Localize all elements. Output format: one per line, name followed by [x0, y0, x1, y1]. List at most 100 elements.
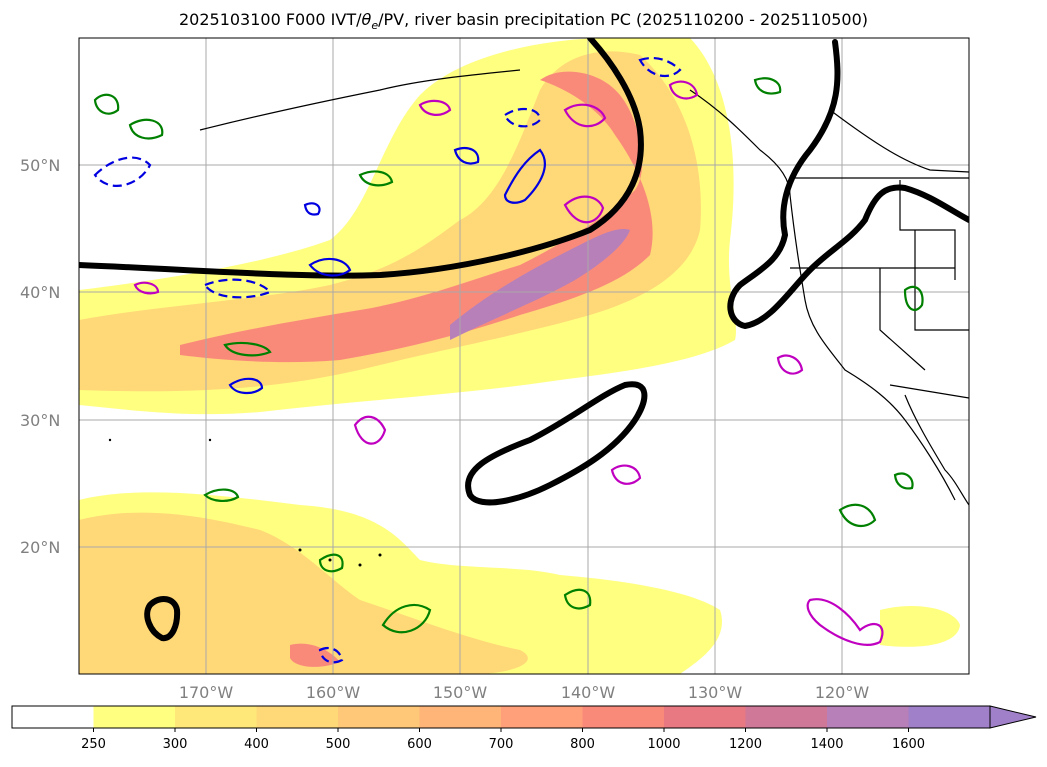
colorbar-level-label: 250	[81, 737, 106, 752]
theta-e-cluster-4	[308, 257, 352, 277]
precip-magenta-7	[806, 598, 884, 646]
title-suffix: /PV, river basin precipitation PC (20251…	[378, 10, 869, 29]
islands	[108, 438, 382, 567]
title-theta-sub: e	[371, 19, 379, 33]
colorbar-segment	[175, 706, 257, 728]
precip-green-10	[753, 77, 782, 95]
ivt-band-mid-lower	[79, 512, 528, 674]
colorbar-segment	[12, 706, 94, 728]
ivt-band-lower-east	[880, 605, 960, 647]
lon-label-170w: 170°W	[179, 683, 234, 702]
colorbar-segment	[419, 706, 502, 728]
colorbar-segment	[582, 706, 665, 728]
colorbar-segment	[338, 706, 420, 728]
precip-magenta-8	[776, 354, 804, 375]
idaho-border	[914, 230, 969, 331]
ca-nv-border	[879, 268, 926, 371]
theta-e-cluster-10	[303, 202, 321, 216]
theta-e-cluster-6	[228, 377, 264, 395]
precip-magenta-6	[668, 80, 699, 100]
theta-e-cluster-2	[503, 148, 546, 204]
precip-green-contours	[93, 77, 924, 634]
theta-e-cluster-1	[93, 156, 152, 187]
precip-green-11	[318, 553, 344, 573]
alaska-panhandle-coast	[689, 89, 791, 196]
colorbar-level-label: 600	[407, 737, 432, 752]
precip-magenta-1	[418, 99, 452, 116]
colorbar-level-label: 300	[163, 737, 188, 752]
precip-green-5	[203, 488, 240, 502]
colorbar-segment	[664, 706, 746, 728]
colorbar-level-label: 1200	[729, 737, 762, 752]
theta-e-cluster-3	[503, 107, 542, 128]
baja-coast	[904, 394, 969, 506]
pv-coastal-trough	[727, 39, 969, 330]
title-prefix: 2025103100 F000 IVT/	[178, 10, 362, 29]
lat-label-30n: 30°N	[20, 411, 60, 430]
precip-green-8	[838, 503, 877, 528]
pv-small-ring	[144, 596, 181, 642]
longitude-labels: 170°W 160°W 150°W 140°W 130°W 120°W	[179, 683, 870, 702]
lon-label-140w: 140°W	[561, 683, 616, 702]
colorbar: 250 300 400 500 600 700 800 1000 1200 1400 1600	[11, 705, 1037, 752]
lat-label-20n: 20°N	[20, 538, 60, 557]
colorbar-level-label: 1400	[810, 737, 843, 752]
canada-inland-border	[829, 109, 969, 173]
lon-label-160w: 160°W	[306, 683, 361, 702]
map-frame	[78, 37, 970, 675]
colorbar-level-label: 700	[489, 737, 514, 752]
theta-e-contours	[93, 56, 682, 664]
us-mexico-border	[889, 384, 969, 399]
pv-cutoff-low	[465, 381, 648, 506]
precip-green-4	[223, 341, 272, 357]
colorbar-segment	[256, 706, 339, 728]
pv-jet-contour	[79, 38, 644, 279]
lon-label-130w: 130°W	[688, 683, 743, 702]
bc-interior-border	[899, 180, 956, 280]
alaska-coast	[199, 69, 521, 131]
theta-e-cluster-9	[453, 146, 480, 165]
colorbar-level-label: 400	[244, 737, 269, 752]
theta-e-cluster-7	[638, 56, 682, 78]
precip-green-1	[93, 93, 120, 115]
ivt-shading	[79, 38, 960, 674]
colorbar-segment	[908, 706, 991, 728]
latitude-labels: 50°N 40°N 30°N 20°N	[20, 156, 60, 557]
precip-green-3	[358, 170, 394, 187]
theta-e-cluster-5	[203, 278, 272, 299]
colorbar-level-label: 500	[326, 737, 351, 752]
lon-label-150w: 150°W	[433, 683, 488, 702]
precip-green-6	[381, 603, 432, 634]
pv-contours	[79, 38, 969, 642]
colorbar-segment	[501, 706, 583, 728]
lon-label-120w: 120°W	[815, 683, 870, 702]
coastlines	[199, 69, 969, 506]
colorbar-level-label: 800	[570, 737, 595, 752]
colorbar-extend-arrow	[989, 705, 1037, 729]
precip-magenta-3	[563, 195, 605, 224]
map-panel	[79, 38, 969, 674]
precip-magenta-4	[353, 415, 387, 445]
precip-green-2	[128, 118, 164, 140]
colorbar-segment	[827, 706, 909, 728]
precip-green-9	[903, 285, 924, 312]
precip-green-7	[563, 588, 592, 610]
us-west-coast	[789, 194, 956, 501]
graticule	[79, 38, 969, 674]
theta-e-cluster-8	[318, 646, 344, 664]
colorbar-level-label: 1000	[647, 737, 680, 752]
precip-magenta-contours	[133, 80, 884, 646]
precip-magenta-5	[610, 464, 642, 485]
precip-magenta-9	[133, 281, 160, 295]
lat-label-40n: 40°N	[20, 283, 60, 302]
colorbar-level-label: 1600	[892, 737, 925, 752]
precip-green-12	[893, 472, 914, 490]
colorbar-segment	[745, 706, 828, 728]
precip-magenta-2	[563, 103, 607, 128]
colorbar-segment	[93, 706, 176, 728]
figure-title: 2025103100 F000 IVT/θe/PV, river basin p…	[0, 10, 1047, 32]
title-theta: θ	[361, 10, 372, 29]
ivt-core	[450, 229, 630, 340]
lat-label-50n: 50°N	[20, 156, 60, 175]
